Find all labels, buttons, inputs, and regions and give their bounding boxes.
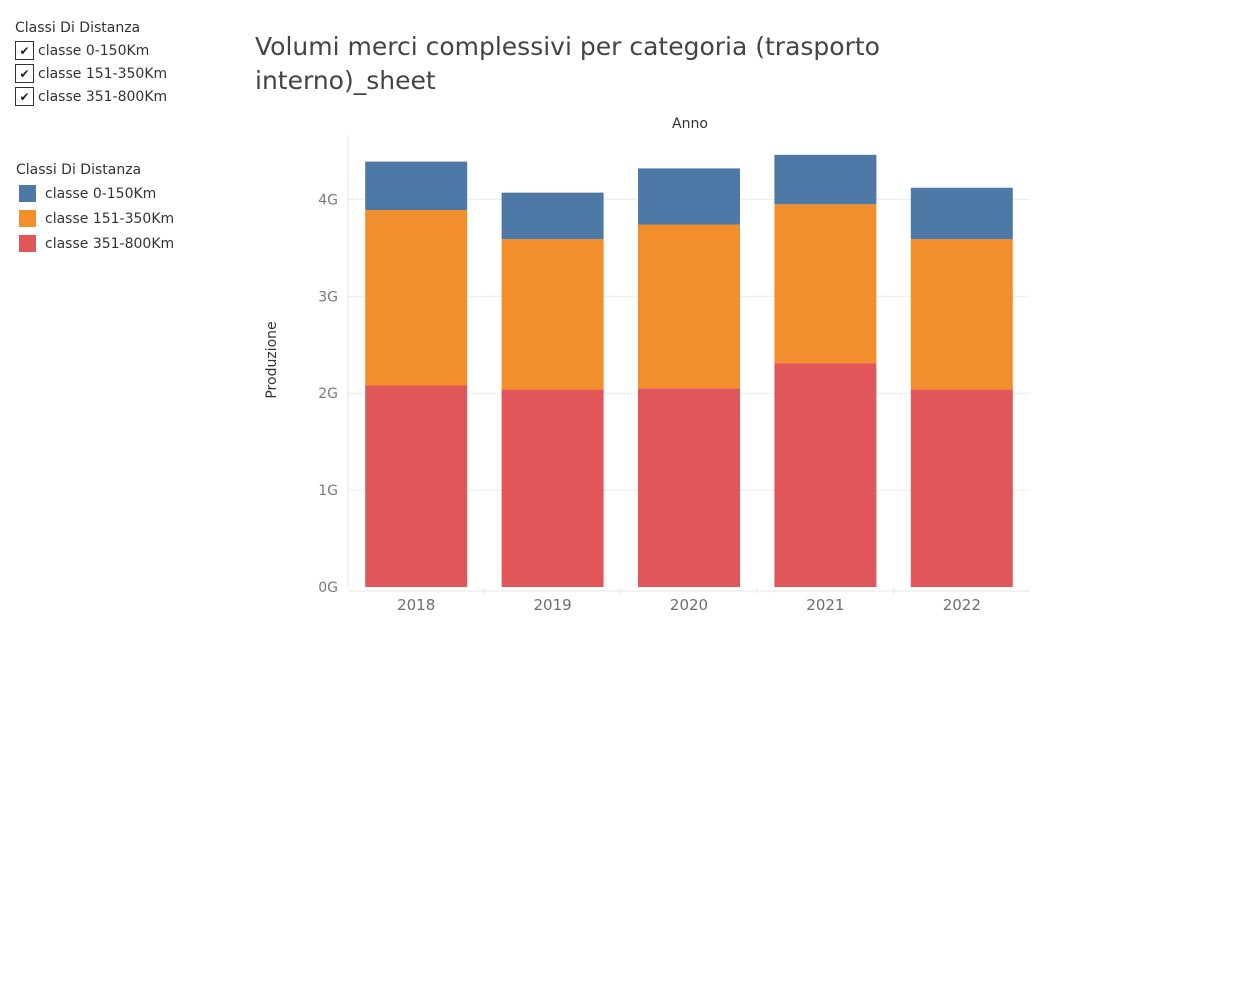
x-tick-label: 2022 bbox=[943, 596, 981, 614]
bar-segment bbox=[501, 239, 604, 390]
legend-item-151-350[interactable]: classe 151-350Km bbox=[16, 206, 226, 231]
checkbox-checked-icon[interactable]: ✔ bbox=[15, 87, 34, 106]
bar-segment bbox=[365, 210, 468, 386]
bar-segment bbox=[910, 239, 1013, 390]
bar-segment bbox=[501, 389, 604, 587]
color-legend: Classi Di Distanza classe 0-150Km classe… bbox=[16, 162, 226, 256]
legend-item-0-150[interactable]: classe 0-150Km bbox=[16, 181, 226, 206]
bar-segment bbox=[365, 161, 468, 211]
filter-title: Classi Di Distanza bbox=[15, 20, 141, 36]
y-tick-label: 4G bbox=[318, 192, 338, 208]
bar-segment bbox=[910, 187, 1013, 240]
x-tick-label: 2019 bbox=[534, 596, 572, 614]
chart-title: Volumi merci complessivi per categoria (… bbox=[255, 32, 880, 95]
legend-item-label: classe 351-800Km bbox=[45, 235, 175, 252]
legend-swatch bbox=[19, 185, 36, 202]
bar-segment bbox=[638, 224, 740, 389]
legend-item-label: classe 0-150Km bbox=[45, 185, 157, 202]
x-tick-label: 2020 bbox=[670, 596, 708, 614]
legend-swatch bbox=[19, 235, 36, 252]
checkbox-checked-icon[interactable]: ✔ bbox=[15, 41, 34, 60]
x-tick-label: 2021 bbox=[806, 596, 844, 614]
bar-segment bbox=[774, 363, 877, 587]
y-tick-label: 2G bbox=[318, 386, 338, 402]
filter-item-351-800[interactable]: ✔ classe 351-800Km bbox=[15, 85, 215, 108]
bar-segment bbox=[910, 389, 1013, 587]
filter-item-0-150[interactable]: ✔ classe 0-150Km bbox=[15, 39, 215, 62]
x-axis-title: Anno bbox=[672, 116, 708, 132]
bar-segment bbox=[774, 154, 877, 205]
bar-segment bbox=[638, 168, 740, 225]
checkbox-checked-icon[interactable]: ✔ bbox=[15, 64, 34, 83]
y-axis-title: Produzione bbox=[264, 321, 280, 398]
bar-segment bbox=[638, 388, 740, 587]
filter-item-label: classe 351-800Km bbox=[38, 88, 168, 105]
bar-segment bbox=[501, 192, 604, 240]
x-tick-label: 2018 bbox=[397, 596, 435, 614]
bar-segment bbox=[365, 385, 468, 587]
filter-item-label: classe 0-150Km bbox=[38, 42, 150, 59]
legend-item-label: classe 151-350Km bbox=[45, 210, 175, 227]
y-tick-label: 1G bbox=[318, 483, 338, 499]
legend-item-351-800[interactable]: classe 351-800Km bbox=[16, 231, 226, 256]
bar-segment bbox=[774, 204, 877, 364]
filter-item-label: classe 151-350Km bbox=[38, 65, 168, 82]
filter-panel: Classi Di Distanza ✔ classe 0-150Km ✔ cl… bbox=[15, 20, 215, 108]
y-tick-label: 3G bbox=[318, 289, 338, 305]
legend-swatch bbox=[19, 210, 36, 227]
y-tick-label: 0G bbox=[318, 580, 338, 596]
legend-title: Classi Di Distanza bbox=[16, 162, 142, 178]
filter-item-151-350[interactable]: ✔ classe 151-350Km bbox=[15, 62, 215, 85]
